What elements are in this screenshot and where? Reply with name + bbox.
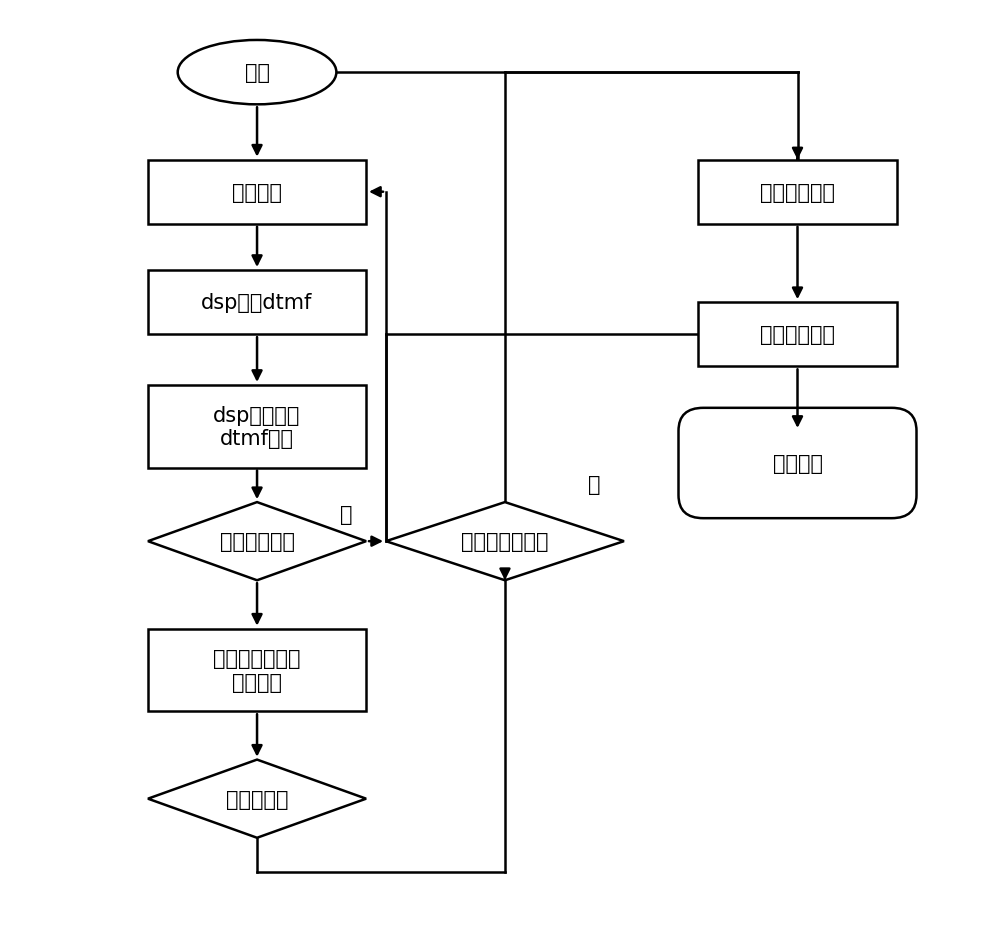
- Polygon shape: [148, 760, 366, 838]
- Text: 测试结束？: 测试结束？: [226, 789, 288, 808]
- Text: 检测到信号？: 检测到信号？: [220, 531, 295, 552]
- Text: 启动: 启动: [245, 63, 270, 83]
- Text: 设置阻抗: 设置阻抗: [232, 183, 282, 202]
- Text: 寻找最佳匹配: 寻找最佳匹配: [760, 183, 835, 202]
- Bar: [698, 303, 897, 367]
- Bar: [698, 160, 897, 224]
- Bar: [148, 629, 366, 712]
- Polygon shape: [148, 502, 366, 580]
- Text: 是: 是: [588, 475, 600, 494]
- Text: dsp检测反射
dtmf信号: dsp检测反射 dtmf信号: [213, 405, 301, 449]
- Text: 否: 否: [340, 504, 353, 524]
- Bar: [148, 386, 366, 468]
- Ellipse shape: [178, 41, 336, 106]
- Text: dsp发出dtmf: dsp发出dtmf: [201, 293, 313, 312]
- Bar: [148, 160, 366, 224]
- FancyBboxPatch shape: [679, 409, 917, 518]
- Bar: [148, 271, 366, 335]
- Text: 测试结束: 测试结束: [773, 453, 823, 474]
- Text: 设置最佳阻抗: 设置最佳阻抗: [760, 324, 835, 345]
- Text: 记录阻抗和反射
信号幅度: 记录阻抗和反射 信号幅度: [213, 649, 301, 692]
- Polygon shape: [386, 502, 624, 580]
- Text: 检测计数完成？: 检测计数完成？: [461, 531, 549, 552]
